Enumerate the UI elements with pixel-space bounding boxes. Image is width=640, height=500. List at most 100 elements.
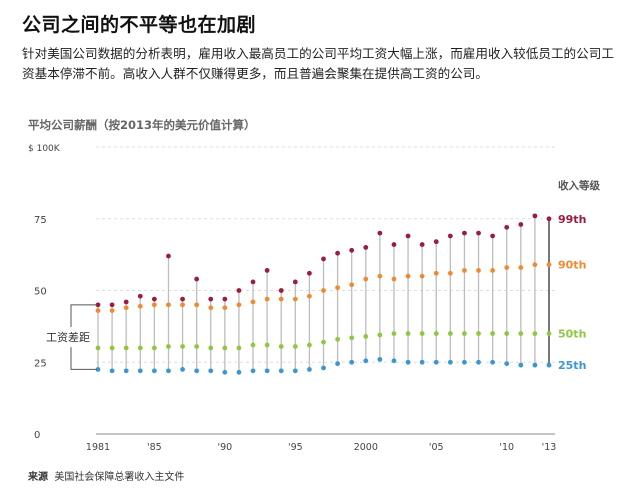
series-label-90th: 90th: [558, 259, 586, 272]
data-point-50th: [476, 331, 481, 336]
data-point-90th: [236, 302, 242, 308]
data-point-90th: [532, 262, 538, 268]
data-point-25th: [518, 362, 524, 368]
data-point-50th: [250, 342, 256, 348]
page-title: 公司之间的不平等也在加剧: [22, 14, 257, 36]
data-point-50th: [377, 332, 383, 338]
data-point-25th: [166, 368, 171, 374]
data-point-25th: [349, 359, 355, 365]
data-point-50th: [95, 345, 101, 351]
data-point-25th: [222, 369, 228, 375]
data-point-50th: [433, 331, 439, 336]
data-point-25th: [363, 358, 369, 364]
data-point-99th: [264, 268, 270, 273]
data-point-25th: [377, 356, 383, 362]
data-point-90th: [391, 276, 397, 282]
data-point-90th: [208, 305, 214, 311]
data-point-99th: [307, 270, 312, 276]
data-point-90th: [222, 305, 228, 311]
data-point-25th: [208, 368, 214, 374]
data-point-50th: [349, 335, 355, 341]
y-tick-label: 25: [34, 358, 47, 369]
data-point-50th: [518, 331, 524, 336]
data-point-90th: [194, 302, 200, 308]
data-point-25th: [307, 367, 312, 372]
data-point-25th: [405, 359, 411, 365]
data-point-90th: [546, 262, 552, 268]
data-point-90th: [419, 273, 425, 279]
data-point-25th: [264, 368, 270, 374]
data-point-25th: [433, 359, 439, 365]
data-point-99th: [278, 288, 284, 293]
wage-gap-label-bg: [40, 327, 96, 348]
data-point-99th: [95, 302, 101, 308]
y-tick-label: $ 100K: [28, 144, 61, 154]
data-point-90th: [433, 270, 439, 276]
data-point-99th: [363, 245, 369, 250]
data-point-50th: [264, 342, 270, 348]
data-point-25th: [419, 359, 425, 365]
data-point-99th: [166, 253, 171, 259]
data-point-90th: [307, 293, 312, 299]
data-point-50th: [363, 334, 369, 339]
data-point-99th: [321, 256, 326, 262]
wage-gap-label: 工资差距: [46, 330, 90, 344]
data-point-99th: [462, 230, 467, 236]
data-point-99th: [447, 233, 453, 239]
source-note: 来源 美国社会保障总署收入主文件: [28, 468, 184, 483]
data-point-90th: [292, 296, 298, 302]
series-label-25th: 25th: [558, 359, 586, 372]
x-tick-label: 1981: [86, 442, 110, 453]
data-point-90th: [180, 302, 185, 308]
data-point-99th: [180, 296, 185, 302]
data-point-90th: [166, 302, 171, 308]
data-point-25th: [236, 369, 242, 375]
data-point-90th: [405, 273, 411, 279]
source-text: 美国社会保障总署收入主文件: [54, 472, 185, 483]
data-point-25th: [292, 368, 298, 374]
data-point-99th: [546, 216, 552, 222]
data-point-90th: [264, 296, 270, 302]
data-point-99th: [391, 242, 397, 247]
data-point-90th: [335, 285, 340, 291]
data-point-50th: [292, 344, 298, 349]
data-point-99th: [208, 296, 214, 302]
data-point-50th: [307, 342, 312, 348]
data-point-25th: [391, 358, 397, 364]
data-point-99th: [405, 233, 411, 239]
x-tick-label: '90: [217, 442, 232, 453]
data-point-50th: [419, 331, 425, 336]
data-point-90th: [518, 265, 524, 270]
page-subtitle: 针对美国公司数据的分析表明，雇用收入最高员工的公司平均工资大幅上涨，而雇用收入较…: [22, 46, 614, 81]
data-point-25th: [250, 368, 256, 374]
data-point-90th: [278, 296, 284, 302]
data-point-99th: [292, 279, 298, 285]
data-point-99th: [349, 247, 355, 253]
data-point-25th: [490, 359, 496, 365]
y-tick-label: 75: [34, 215, 47, 226]
data-point-99th: [504, 224, 510, 230]
data-point-90th: [476, 268, 481, 273]
data-point-99th: [476, 230, 481, 236]
x-tick-label: '85: [147, 442, 162, 453]
source-label: 来源: [28, 472, 48, 483]
data-point-99th: [123, 299, 129, 305]
x-tick-label: '10: [499, 442, 514, 453]
data-point-99th: [335, 250, 340, 256]
data-point-99th: [532, 213, 538, 219]
data-point-90th: [377, 273, 383, 279]
data-point-25th: [504, 361, 510, 367]
data-point-50th: [462, 331, 467, 336]
x-tick-label: '95: [288, 442, 303, 453]
data-point-50th: [151, 345, 157, 351]
data-point-25th: [447, 359, 453, 365]
series-label-99th: 99th: [558, 213, 586, 226]
data-point-90th: [462, 268, 467, 273]
data-point-25th: [476, 359, 481, 365]
data-point-90th: [137, 303, 143, 309]
data-point-50th: [236, 345, 242, 351]
data-point-50th: [109, 345, 115, 351]
data-point-25th: [546, 362, 552, 368]
data-point-50th: [405, 331, 411, 336]
